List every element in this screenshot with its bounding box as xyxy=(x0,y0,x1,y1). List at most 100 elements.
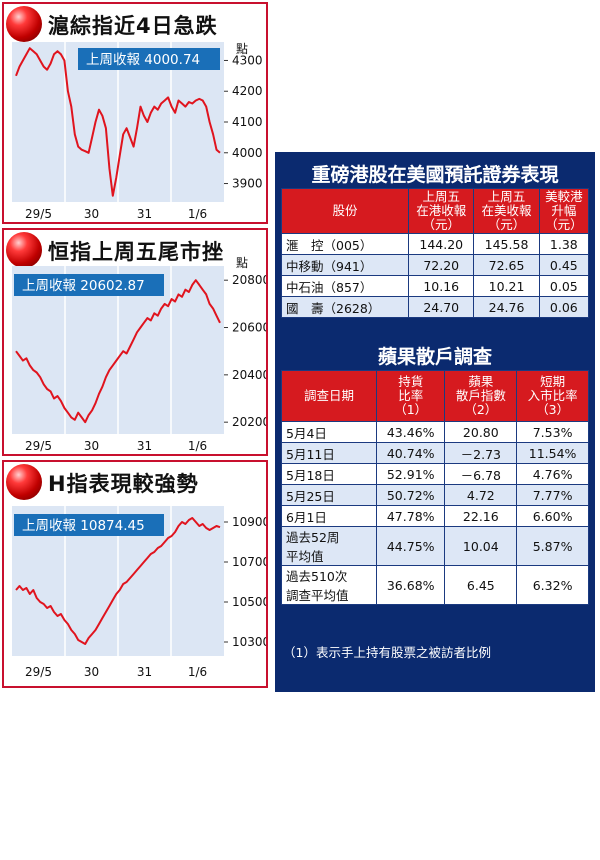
table-row: 滙 控（005） 144.20 145.58 1.38 xyxy=(280,233,590,255)
y-tick-label: 4000 xyxy=(232,146,263,160)
table-row: 5月4日 43.46% 20.80 7.53% xyxy=(281,421,589,443)
unit-label: 點 xyxy=(236,42,249,56)
y-tick-label: 4300 xyxy=(232,53,263,67)
unit-label: 點 xyxy=(236,256,249,270)
close-badge-label: 上周收報 10874.45 xyxy=(22,518,145,534)
table-cell: 6.60% xyxy=(516,505,589,527)
table-cell: 5月25日 xyxy=(281,484,377,506)
y-tick-label: 3900 xyxy=(232,177,263,191)
close-badge xyxy=(14,274,164,296)
table-header-cell: 持貨 比率 （1） xyxy=(375,370,446,422)
table-cell: 0.06 xyxy=(538,296,590,318)
table-cell: 6.45 xyxy=(444,565,518,605)
chart-title: 恒指上周五尾市挫 xyxy=(48,240,224,264)
line-chart-hsi: 20200 20400 20600 20800 29/5 30 31 1/6 上周收報 2060… xyxy=(12,266,266,453)
table-cell: 20.80 xyxy=(444,421,518,443)
x-tick-label: 30 xyxy=(84,207,99,221)
table-row: 國 壽（2628） 24.70 24.76 0.06 xyxy=(280,296,590,318)
red-ball-icon xyxy=(6,464,42,500)
table-cell: 22.16 xyxy=(444,505,518,527)
table-cell: 0.05 xyxy=(538,275,590,297)
footnote: （3）反映現時沒有持貨投資者短期入市意欲 xyxy=(283,807,529,822)
table-cell: 11.54% xyxy=(516,442,589,464)
x-tick-label: 31 xyxy=(137,439,152,453)
table1-title: 重磅港股在美國預託證券表現 xyxy=(311,164,559,186)
chart-title: 滬綜指近4日急跌 xyxy=(48,14,218,38)
table-cell: 24.76 xyxy=(473,296,540,318)
table-cell: 5月18日 xyxy=(281,463,377,485)
x-tick-label: 30 xyxy=(84,665,99,679)
y-tick-label: 4100 xyxy=(232,115,263,129)
footnote: （1）表示手上持有股票之被訪者比例 xyxy=(283,645,491,660)
x-tick-label: 29/5 xyxy=(25,439,52,453)
table-cell: 10.21 xyxy=(473,275,540,297)
table-cell: 144.20 xyxy=(408,233,475,255)
close-badge-label: 上周收報 20602.87 xyxy=(22,278,145,294)
red-ball-icon xyxy=(6,232,42,268)
table-header-cell: 美較港 升幅 （元） xyxy=(538,188,590,234)
table-cell: 4.72 xyxy=(444,484,518,506)
x-tick-label: 1/6 xyxy=(188,665,207,679)
table-cell: 中石油（857） xyxy=(280,275,410,297)
adr-table: 股份 上周五 在港收報 （元） 上周五 在美收報 （元） 美較港 升幅 （元）滙 控（005） 14… xyxy=(280,188,590,318)
x-tick-label: 29/5 xyxy=(25,665,52,679)
chart-panel-shanghai: 滬綜指近4日急跌 點 3900 4000 4100 4200 4300 29/5 30 31 1… xyxy=(2,2,268,224)
table-cell: 7.53% xyxy=(516,421,589,443)
table-cell: 6.32% xyxy=(516,565,589,605)
table-cell: 過去52周 平均值 xyxy=(281,526,377,566)
table-row: 過去52周 平均值 44.75% 10.04 5.87% xyxy=(281,526,589,566)
table-row: 過去510次 調查平均值 36.68% 6.45 6.32% xyxy=(281,565,589,605)
line-chart-shanghai: 3900 4000 4100 4200 4300 29/5 30 31 1/6 上周收報 4000… xyxy=(12,42,263,221)
table-cell: 0.45 xyxy=(538,254,590,276)
x-tick-label: 30 xyxy=(84,439,99,453)
table-row: 5月18日 52.91% －6.78 4.76% xyxy=(281,463,589,485)
table-cell: 47.78% xyxy=(375,505,446,527)
y-tick-label: 20200 xyxy=(232,415,266,429)
x-tick-label: 1/6 xyxy=(188,439,207,453)
line-chart-hshare: 10300 10500 10700 10900 29/5 30 31 1/6 上周收報 1087… xyxy=(12,506,266,679)
y-tick-label: 10500 xyxy=(232,595,266,609)
table-cell: 72.20 xyxy=(408,254,475,276)
table-cell: 10.16 xyxy=(408,275,475,297)
chart-panel-hsi: 恒指上周五尾市挫 點 20200 20400 20600 20800 29/5 30 31 1… xyxy=(2,228,268,456)
table-header-cell: 短期 入市比率 （3） xyxy=(516,370,589,422)
table-cell: 40.74% xyxy=(375,442,446,464)
table-cell: 4.76% xyxy=(516,463,589,485)
table-cell: 國 壽（2628） xyxy=(280,296,410,318)
table-header-cell: 上周五 在港收報 （元） xyxy=(408,188,475,234)
table-cell: 過去510次 調查平均值 xyxy=(281,565,377,605)
table-cell: 中移動（941） xyxy=(280,254,410,276)
table-cell: 50.72% xyxy=(375,484,446,506)
table-cell: －2.73 xyxy=(444,442,518,464)
series-line xyxy=(15,517,221,645)
series-line xyxy=(15,279,221,424)
table-cell: 24.70 xyxy=(408,296,475,318)
table2-title: 蘋果散戶調查 xyxy=(377,346,492,368)
x-tick-label: 1/6 xyxy=(188,207,207,221)
table-cell: －6.78 xyxy=(444,463,518,485)
table-row: 中石油（857） 10.16 10.21 0.05 xyxy=(280,275,590,297)
y-tick-label: 20400 xyxy=(232,368,266,382)
table-cell: 5月11日 xyxy=(281,442,377,464)
table-row: 5月25日 50.72% 4.72 7.77% xyxy=(281,484,589,506)
table-header-cell: 股份 xyxy=(280,188,410,234)
survey-table: 調查日期 持貨 比率 （1） 蘋果 散戶指數 （2） 短期 入市比率 （3） 5月4日 43.46% 2… xyxy=(281,370,589,605)
table-row: 中移動（941） 72.20 72.65 0.45 xyxy=(280,254,590,276)
table-cell: 10.04 xyxy=(444,526,518,566)
footnote: 至 +50（極度樂觀） xyxy=(283,753,439,768)
table-cell: 36.68% xyxy=(375,565,446,605)
y-tick-label: 20600 xyxy=(232,321,266,335)
table-cell: 滙 控（005） xyxy=(280,233,410,255)
y-tick-label: 20800 xyxy=(232,273,266,287)
series-line xyxy=(15,47,221,197)
y-tick-label: 10700 xyxy=(232,555,266,569)
table-cell: 72.65 xyxy=(473,254,540,276)
chart-title: H指表現較強勢 xyxy=(48,472,199,496)
close-badge xyxy=(78,48,220,70)
y-tick-label: 10300 xyxy=(232,635,266,649)
footnote: （2）數值由 -50（極度悲觀） xyxy=(283,699,453,714)
table-header-cell: 上周五 在美收報 （元） xyxy=(473,188,540,234)
table-cell: 6月1日 xyxy=(281,505,377,527)
x-tick-label: 31 xyxy=(137,207,152,221)
adr-survey-box: 重磅港股在美國預託證券表現 股份 上周五 在港收報 （元） 上周五 在美收報 （元） 美較港升… xyxy=(275,152,595,822)
